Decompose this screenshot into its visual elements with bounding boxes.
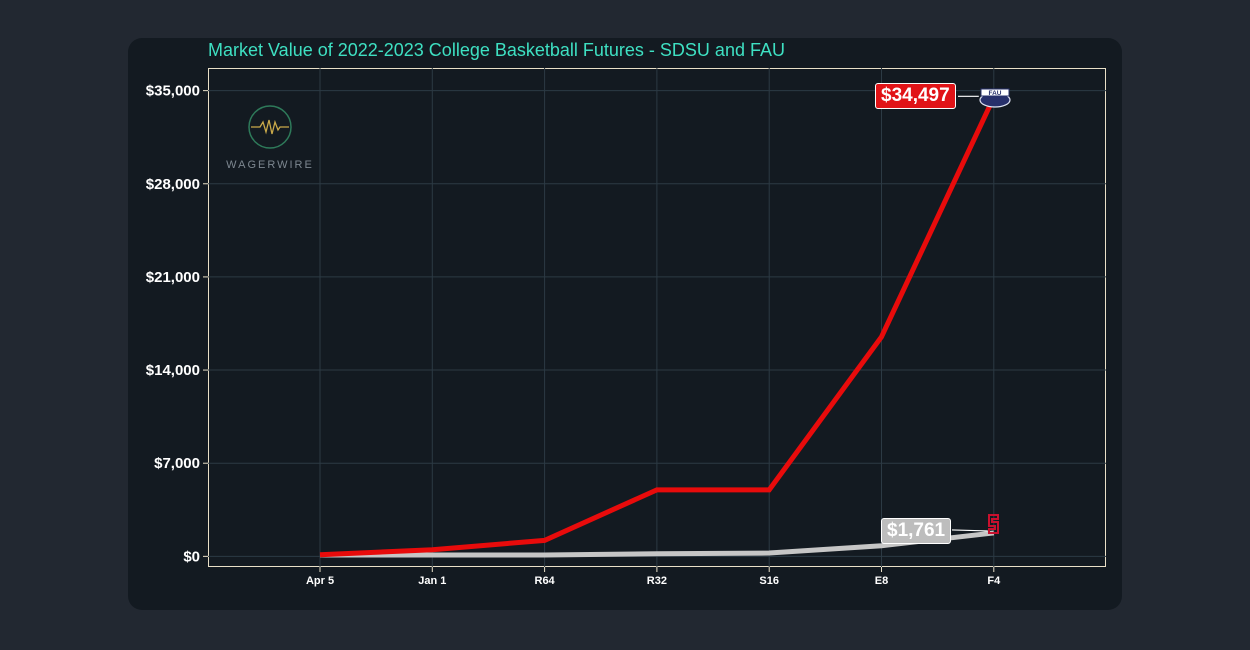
sdsu-logo-icon: [988, 514, 999, 534]
y-tick-label: $28,000: [146, 176, 200, 193]
x-tick-label: R32: [647, 575, 667, 587]
svg-text:FAU: FAU: [989, 90, 1002, 97]
wagerwire-logo-icon: [248, 105, 292, 149]
y-tick-label: $35,000: [146, 83, 200, 100]
x-tick-label: S16: [759, 575, 779, 587]
x-tick-label: R64: [535, 575, 556, 587]
chart-title: Market Value of 2022-2023 College Basket…: [208, 40, 785, 60]
chart-card: [128, 38, 1122, 610]
x-tick-label: E8: [875, 575, 888, 587]
fau-value-label: $34,497: [875, 83, 956, 110]
y-tick-label: $21,000: [146, 269, 200, 286]
x-tick-label: Apr 5: [306, 575, 334, 587]
y-tick-label: $14,000: [146, 362, 200, 379]
sdsu-value-label: $1,761: [881, 517, 952, 544]
x-tick-label: Jan 1: [418, 575, 446, 587]
watermark: WAGERWIRE: [222, 104, 318, 171]
y-tick-label: $0: [183, 548, 200, 565]
x-tick-label: F4: [987, 575, 1001, 587]
watermark-text: WAGERWIRE: [226, 159, 314, 171]
sdsu-leader-line: [951, 529, 988, 532]
fau-logo-icon: FAU: [979, 88, 1011, 108]
y-tick-label: $7,000: [154, 455, 200, 472]
